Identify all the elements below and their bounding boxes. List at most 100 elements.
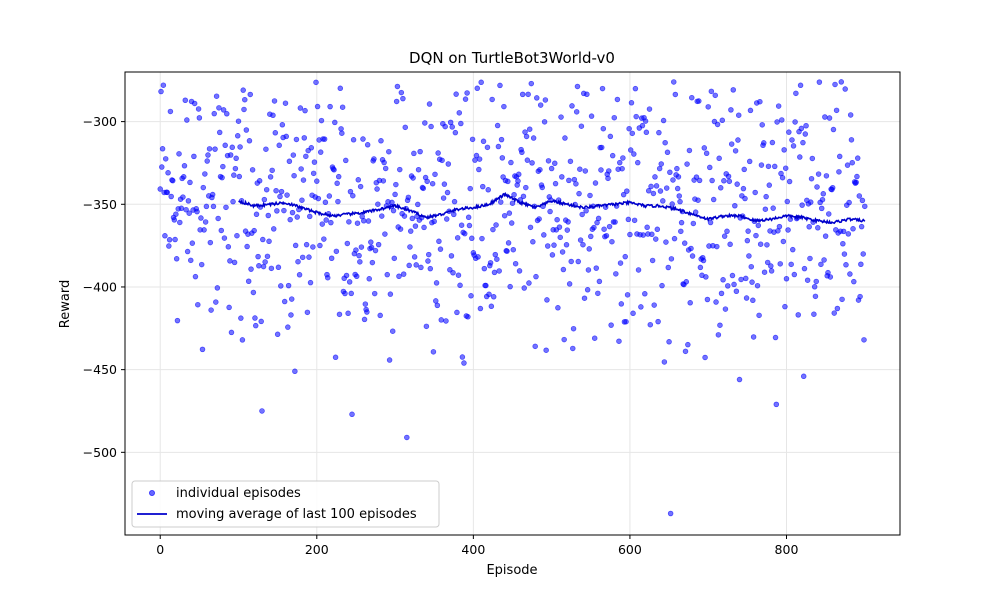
scatter-point bbox=[742, 195, 748, 202]
scatter-point bbox=[617, 260, 624, 266]
scatter-point bbox=[195, 106, 202, 112]
scatter-point bbox=[338, 126, 344, 132]
scatter-point bbox=[465, 214, 472, 221]
scatter-point bbox=[803, 122, 809, 129]
y-tick-label: −400 bbox=[83, 279, 117, 294]
scatter-point bbox=[462, 230, 468, 237]
scatter-point bbox=[827, 274, 834, 280]
scatter-point bbox=[599, 85, 606, 92]
scatter-point bbox=[627, 231, 633, 238]
scatter-point bbox=[347, 188, 354, 195]
x-axis-label: Episode bbox=[486, 563, 537, 578]
scatter-point bbox=[823, 173, 830, 179]
scatter-point bbox=[548, 165, 555, 172]
scatter-point bbox=[185, 198, 192, 204]
scatter-point bbox=[397, 166, 403, 173]
scatter-point bbox=[786, 178, 793, 185]
scatter-point bbox=[595, 290, 601, 297]
scatter-point bbox=[761, 269, 768, 275]
scatter-point bbox=[779, 174, 786, 181]
scatter-point bbox=[168, 193, 174, 200]
scatter-point bbox=[437, 246, 444, 252]
scatter-point bbox=[733, 288, 740, 295]
scatter-point bbox=[350, 137, 357, 143]
scatter-point bbox=[458, 222, 465, 228]
scatter-point bbox=[411, 150, 417, 157]
scatter-point bbox=[703, 150, 710, 157]
scatter-point bbox=[666, 339, 672, 345]
scatter-point bbox=[741, 166, 747, 173]
scatter-point bbox=[369, 259, 376, 266]
scatter-point bbox=[667, 169, 673, 176]
scatter-point bbox=[618, 301, 625, 307]
scatter-point bbox=[833, 107, 840, 114]
scatter-point bbox=[582, 168, 589, 174]
scatter-point bbox=[668, 256, 675, 262]
scatter-point bbox=[588, 233, 594, 240]
legend: individual episodes moving average of la… bbox=[131, 480, 440, 528]
scatter-point bbox=[757, 241, 764, 247]
scatter-point bbox=[328, 219, 334, 226]
scatter-point bbox=[655, 318, 661, 325]
scatter-point bbox=[736, 376, 743, 383]
scatter-point bbox=[296, 272, 303, 278]
scatter-point bbox=[451, 198, 458, 205]
scatter-point bbox=[343, 157, 349, 164]
scatter-point bbox=[565, 219, 571, 225]
scatter-point bbox=[365, 218, 372, 224]
scatter-point bbox=[327, 103, 333, 110]
scatter-point bbox=[584, 287, 591, 293]
scatter-point bbox=[353, 273, 360, 280]
scatter-point bbox=[799, 202, 805, 208]
scatter-point bbox=[187, 179, 193, 186]
scatter-point bbox=[708, 88, 715, 95]
scatter-point bbox=[562, 135, 568, 141]
scatter-point bbox=[696, 98, 702, 104]
scatter-point bbox=[386, 148, 392, 155]
scatter-point bbox=[407, 228, 414, 234]
scatter-point bbox=[536, 216, 542, 222]
scatter-point bbox=[209, 191, 216, 198]
scatter-point bbox=[159, 146, 166, 152]
scatter-point bbox=[462, 96, 469, 102]
scatter-point bbox=[174, 317, 181, 324]
scatter-point bbox=[675, 174, 682, 180]
scatter-point bbox=[357, 183, 364, 190]
scatter-point bbox=[282, 100, 289, 106]
scatter-point bbox=[622, 253, 628, 260]
scatter-point bbox=[584, 91, 590, 98]
scatter-point bbox=[749, 279, 755, 285]
y-tick-label: −350 bbox=[83, 197, 117, 212]
scatter-point bbox=[674, 165, 680, 172]
scatter-point bbox=[477, 305, 484, 312]
scatter-point bbox=[623, 318, 629, 325]
scatter-point bbox=[466, 222, 473, 229]
scatter-point bbox=[616, 159, 623, 166]
scatter-point bbox=[387, 291, 394, 297]
scatter-point bbox=[710, 196, 717, 203]
scatter-point bbox=[842, 86, 848, 92]
scatter-point bbox=[424, 178, 430, 185]
scatter-point bbox=[216, 129, 223, 136]
scatter-point bbox=[859, 197, 866, 204]
scatter-point bbox=[506, 210, 513, 216]
scatter-point bbox=[310, 244, 316, 250]
scatter-point bbox=[640, 232, 646, 238]
scatter-point bbox=[547, 208, 553, 215]
scatter-point bbox=[831, 310, 837, 316]
scatter-point bbox=[830, 126, 837, 133]
scatter-point bbox=[564, 227, 571, 233]
moving-average-line bbox=[238, 191, 866, 225]
scatter-point bbox=[210, 203, 217, 210]
scatter-point bbox=[184, 248, 191, 255]
scatter-point bbox=[356, 252, 362, 259]
scatter-point bbox=[847, 112, 854, 118]
scatter-point bbox=[350, 192, 356, 199]
scatter-point bbox=[645, 188, 652, 194]
scatter-point bbox=[508, 159, 514, 166]
scatter-point bbox=[843, 262, 849, 268]
scatter-point bbox=[523, 133, 530, 140]
scatter-point bbox=[725, 173, 732, 180]
scatter-point bbox=[792, 119, 798, 125]
scatter-point bbox=[510, 246, 517, 253]
